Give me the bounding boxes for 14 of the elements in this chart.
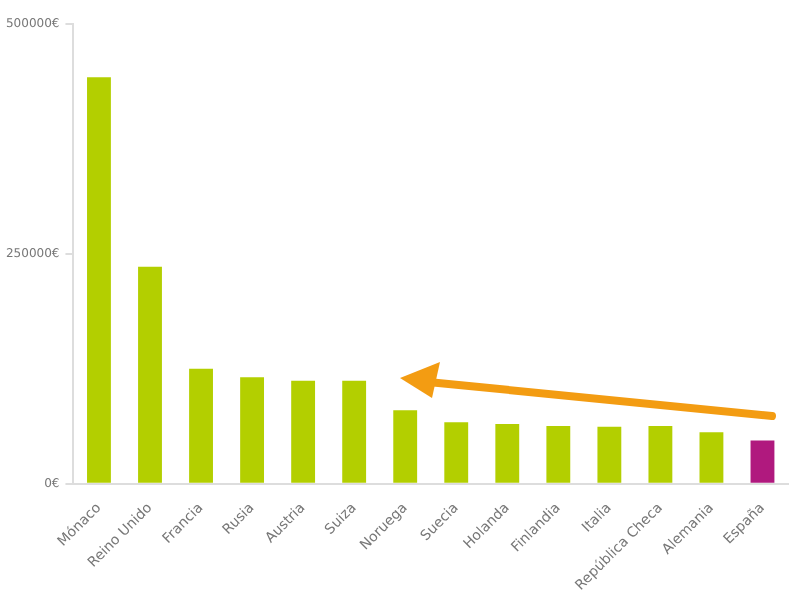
bar — [750, 440, 775, 483]
bar — [393, 410, 418, 483]
bar — [342, 380, 367, 483]
bar — [597, 426, 622, 483]
bar — [240, 377, 265, 483]
bar — [444, 422, 469, 483]
bar — [87, 77, 111, 483]
bar — [648, 425, 673, 483]
bar — [189, 368, 213, 483]
bar — [546, 425, 571, 483]
bar — [699, 432, 724, 483]
bar — [138, 266, 162, 483]
bar — [291, 380, 316, 483]
bar — [495, 424, 520, 483]
